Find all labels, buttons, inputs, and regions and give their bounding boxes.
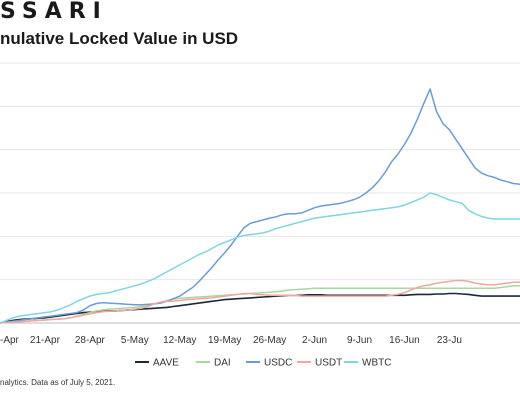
x-tick-label: 16-Jun [389, 335, 420, 346]
source-note: nalytics. Data as of July 5, 2021. [0, 378, 116, 387]
chart-title: nulative Locked Value in USD [0, 29, 239, 48]
legend-label: AAVE [153, 358, 179, 369]
legend-item-wbtc: WBTC [344, 358, 391, 369]
x-tick-label: 26-May [253, 335, 286, 346]
chart-grid [0, 62, 520, 324]
x-axis-ticks: -Apr 21-Apr 28-Apr 5-May 12-May 19-May 26-May 2… [0, 335, 462, 346]
chart-series [0, 88, 520, 324]
x-tick-label: 21-Apr [30, 335, 61, 346]
series-line-wbtc [0, 192, 520, 324]
legend-item-usdt: USDT [297, 358, 342, 369]
series-line-usdc [0, 88, 520, 324]
x-tick-label: -Apr [0, 335, 20, 346]
series-line-dai [0, 284, 520, 324]
x-tick-label: 9-Jun [347, 335, 372, 346]
x-tick-label: 19-May [208, 335, 241, 346]
series-line-usdt [0, 279, 520, 324]
legend-label: USDT [315, 358, 342, 369]
x-tick-label: 12-May [163, 335, 196, 346]
legend-label: DAI [214, 358, 231, 369]
x-tick-label: 28-Apr [75, 335, 106, 346]
legend-item-usdc: USDC [246, 358, 292, 369]
x-tick-label: 5-May [121, 335, 149, 346]
chart-legend: AAVE DAI USDC USDT WBTC [135, 358, 391, 369]
legend-label: WBTC [362, 358, 391, 369]
x-tick-label: 23-Ju [437, 335, 462, 346]
legend-label: USDC [264, 358, 292, 369]
series-line-aave [0, 292, 520, 324]
x-tick-label: 2-Jun [302, 335, 327, 346]
legend-item-dai: DAI [196, 358, 231, 369]
brand-logo-text: SSARI [0, 0, 108, 24]
legend-item-aave: AAVE [135, 358, 179, 369]
